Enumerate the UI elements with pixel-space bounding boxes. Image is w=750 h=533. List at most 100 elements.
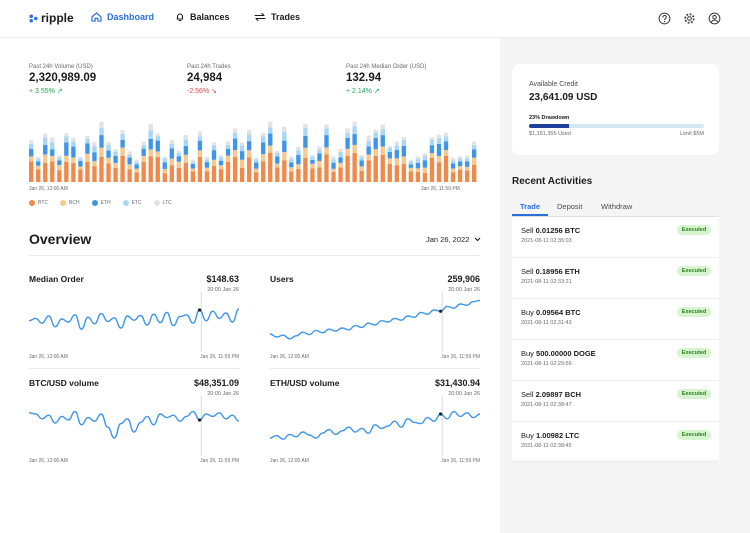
volume-bar-segment <box>211 142 217 146</box>
volume-bar-segment <box>99 156 104 182</box>
volume-bar-segment <box>408 171 414 182</box>
volume-bar-segment <box>380 154 385 182</box>
volume-bar-segment <box>464 170 470 182</box>
volume-bar-segment <box>310 163 315 169</box>
list-item[interactable]: Buy 1.00982 LTC 2021-08-11 02:38:45 Exec… <box>512 422 719 463</box>
volume-bar-segment <box>275 156 280 164</box>
legend-item-eth[interactable]: ETH <box>91 200 111 206</box>
panel-divider <box>270 368 480 369</box>
list-item[interactable]: Sell 0.18956 ETH 2021-08-11 02:33:21 Exe… <box>512 258 719 299</box>
panel-eth-usd-volume: ETH/USD volume $31,430.94 20:00 Jan 26 J… <box>270 378 480 468</box>
legend-item-etc[interactable]: ETC <box>122 200 142 206</box>
status-badge: Executed <box>677 389 711 399</box>
volume-bar-segment <box>113 155 118 163</box>
volume-bar-segment <box>310 156 315 160</box>
nav-dashboard[interactable]: Dashboard <box>91 12 154 22</box>
volume-bar-segment <box>415 171 421 182</box>
volume-bar-segment <box>176 150 182 153</box>
legend-item-btc[interactable]: BTC <box>29 200 48 206</box>
chart-end-label: Jan 26, 11:59 PM <box>200 354 239 360</box>
volume-bar-segment <box>218 160 224 166</box>
volume-bar-segment <box>211 150 217 160</box>
volume-bar-segment <box>50 149 55 156</box>
volume-bar-segment <box>429 157 435 182</box>
legend-item-bch[interactable]: BCH <box>60 200 80 206</box>
volume-bar-segment <box>190 159 196 162</box>
volume-bar-segment <box>197 136 203 141</box>
volume-bar-segment <box>246 150 252 158</box>
nav-balances[interactable]: Balances <box>175 12 230 22</box>
overview-title: Overview <box>29 231 92 247</box>
status-badge: Executed <box>677 348 711 358</box>
tab-withdraw[interactable]: Withdraw <box>601 202 633 211</box>
volume-bar-segment <box>162 173 167 182</box>
volume-bar-segment <box>303 135 308 148</box>
list-item[interactable]: Buy 500.00000 DOGE 2021-08-11 02:29:56 E… <box>512 340 719 381</box>
volume-bar-segment <box>366 160 371 182</box>
activity-text: Sell 0.01256 BTC <box>521 226 581 235</box>
volume-bar-segment <box>352 153 357 182</box>
volume-bar-segment <box>408 167 414 172</box>
list-item[interactable]: Sell 2.09897 BCH 2021-08-11 02:38:47 Exe… <box>512 381 719 422</box>
volume-bar-segment <box>148 138 153 150</box>
volume-bar-segment <box>239 167 245 182</box>
volume-bar-segment <box>141 161 146 182</box>
volume-bar-segment <box>183 139 189 147</box>
volume-bar-segment <box>394 145 399 151</box>
volume-bar-segment <box>296 146 301 151</box>
tab-trade[interactable]: Trade <box>520 202 541 211</box>
volume-bar-segment <box>317 160 322 168</box>
volume-bar-segment <box>246 141 252 151</box>
volume-bar-segment <box>359 171 364 182</box>
status-badge: Executed <box>677 430 711 440</box>
nav-trades[interactable]: Trades <box>254 12 300 22</box>
list-item[interactable]: Sell 0.01256 BTC 2021-08-11 02:35:03 Exe… <box>512 217 719 258</box>
volume-bar-segment <box>120 147 125 156</box>
user-icon[interactable] <box>708 12 721 25</box>
volume-bar-segment <box>289 162 294 168</box>
logo[interactable]: ripple <box>29 11 74 25</box>
stat-trades: Past 24h Trades 24,984 -2.56% ↘ <box>187 64 231 95</box>
volume-bar-segment <box>78 169 83 182</box>
volume-bar-segment <box>387 151 392 159</box>
activity-text: Buy 500.00000 DOGE <box>521 349 596 358</box>
volume-bar-segment <box>127 157 132 165</box>
volume-bar-segment <box>225 144 231 149</box>
chart-legend: BTC BCH ETH ETC LTC <box>29 200 184 206</box>
volume-bar-segment <box>36 159 41 162</box>
volume-bar-segment <box>92 166 97 182</box>
settings-icon[interactable] <box>683 12 696 25</box>
volume-bar-segment <box>450 160 456 164</box>
volume-bar-segment <box>190 171 196 182</box>
volume-bar-segment <box>176 161 182 168</box>
help-icon[interactable] <box>658 12 671 25</box>
chevron-down-icon <box>474 237 481 242</box>
volume-bar-segment <box>78 156 83 159</box>
eth-usd-line-chart <box>270 396 480 456</box>
tab-deposit[interactable]: Deposit <box>557 202 583 211</box>
series-line <box>270 299 480 340</box>
volume-bar-segment <box>303 123 308 129</box>
list-item[interactable]: Buy 0.09564 BTC 2021-08-11 02:31:43 Exec… <box>512 299 719 340</box>
volume-bar-segment <box>218 157 224 161</box>
volume-bar-segment <box>57 170 62 182</box>
nav-dashboard-label: Dashboard <box>107 12 155 22</box>
volume-bar-segment <box>359 155 364 158</box>
volume-bar-segment <box>387 158 392 164</box>
volume-bar-segment <box>450 157 456 161</box>
arrow-up-right-icon: ↗ <box>56 88 63 95</box>
volume-bar-segment <box>422 172 428 182</box>
volume-bar-segment <box>443 141 449 151</box>
volume-bar-segment <box>106 144 111 151</box>
activity-time: 2021-08-11 02:38:47 <box>521 402 572 408</box>
stat-volume: Past 24h Volume (USD) 2,320,989.09 + 3.5… <box>29 64 96 95</box>
volume-bar-segment <box>134 168 139 173</box>
chart-start-label: Jan 26, 12:00 AM <box>29 186 68 192</box>
volume-bar-segment <box>204 171 210 182</box>
panel-title: BTC/USD volume <box>29 378 99 388</box>
volume-bar-segment <box>64 155 69 162</box>
legend-item-ltc[interactable]: LTC <box>153 200 172 206</box>
volume-bar-segment <box>204 159 210 163</box>
volume-bar-segment <box>359 166 364 172</box>
date-select[interactable]: Jan 26, 2022 <box>426 235 481 244</box>
